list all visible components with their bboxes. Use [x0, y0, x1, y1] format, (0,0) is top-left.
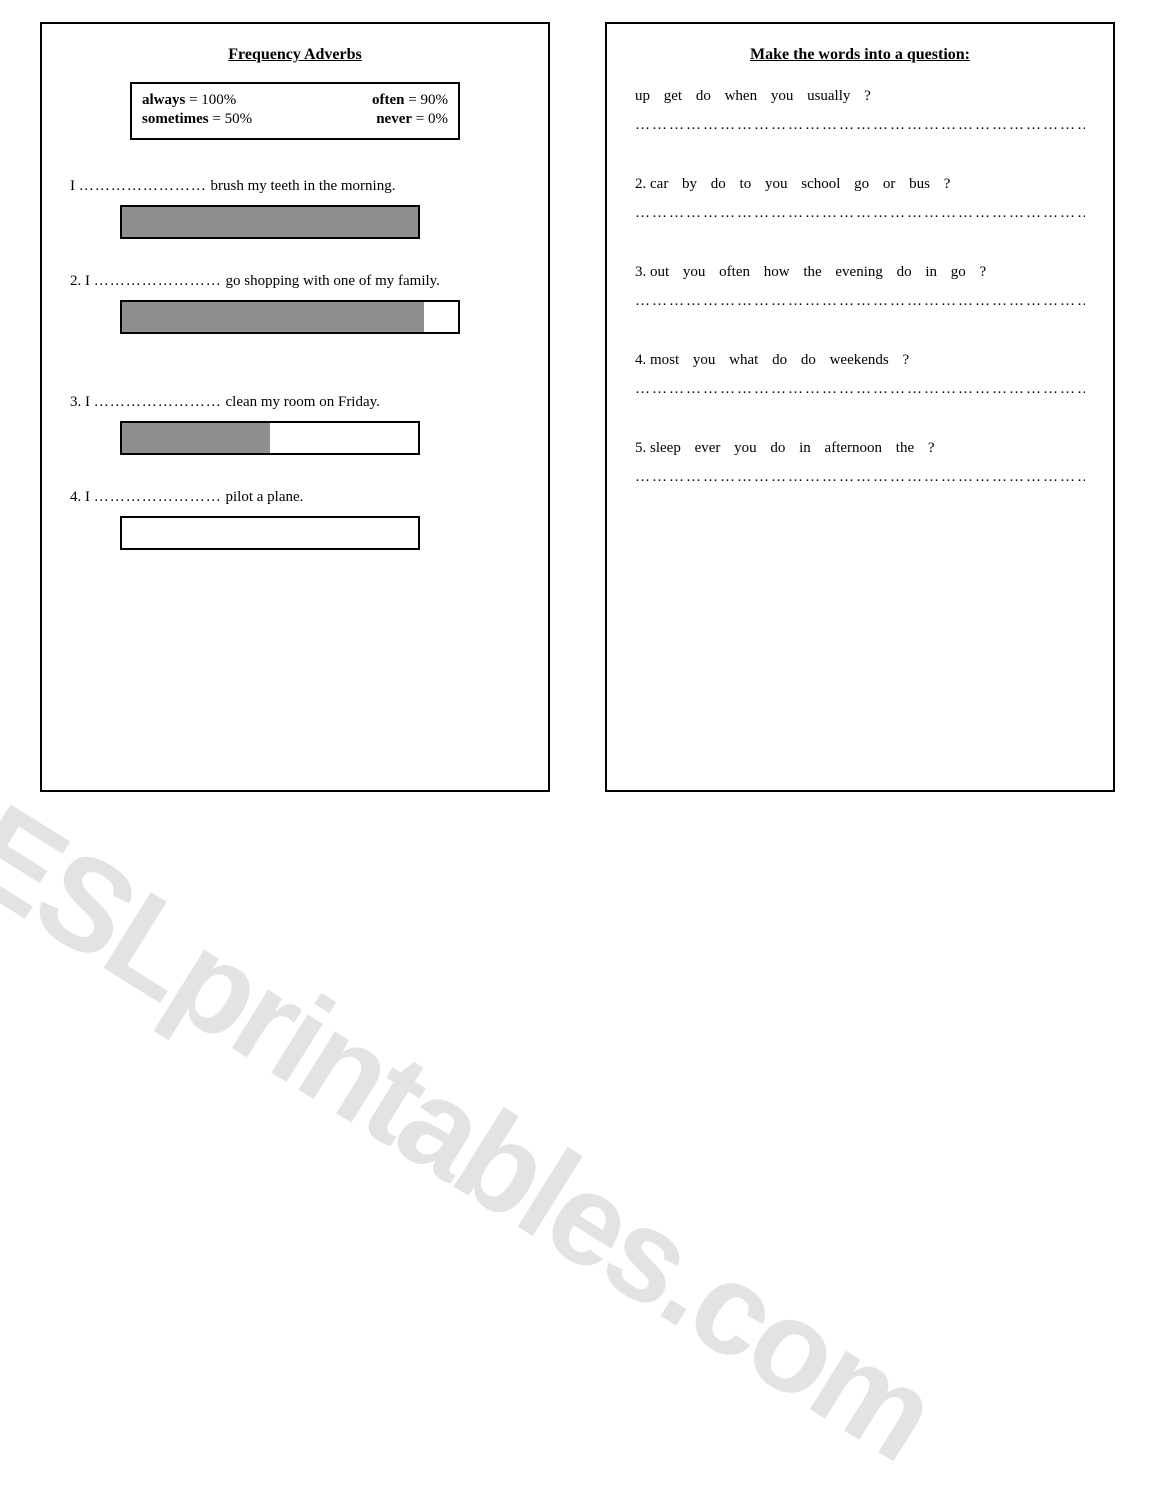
question-words: most you what do do weekends ?	[650, 352, 909, 368]
exercise-item: 2. I …………………… go shopping with one of my…	[70, 273, 520, 334]
question-num: 3.	[635, 264, 650, 280]
legend-always: always = 100%	[142, 92, 236, 109]
answer-line[interactable]: …………………………………………………………………………	[635, 469, 1085, 486]
exercise-pre: I	[85, 273, 94, 289]
question-words: sleep ever you do in afternoon the ?	[650, 440, 935, 456]
exercise-item: I …………………… brush my teeth in the morning…	[70, 178, 520, 239]
frequency-bar-fill	[122, 302, 424, 332]
exercise-blank[interactable]: ……………………	[79, 178, 207, 194]
exercise-item: 4. I …………………… pilot a plane.	[70, 489, 520, 550]
exercise-num: 3.	[70, 394, 85, 410]
legend-sometimes: sometimes = 50%	[142, 111, 252, 128]
legend-never: never = 0%	[376, 111, 448, 128]
exercise-pre: I	[70, 178, 79, 194]
legend-row-1: always = 100% often = 90%	[142, 92, 448, 109]
question-words: car by do to you school go or bus ?	[650, 176, 950, 192]
exercise-sentence: I …………………… brush my teeth in the morning…	[70, 178, 520, 195]
exercise-pre: I	[85, 489, 94, 505]
watermark-text: ESLprintables.com	[0, 774, 960, 1489]
question-num: 2.	[635, 176, 650, 192]
frequency-bar-fill	[122, 423, 270, 453]
question-item: up get do when you usually ?	[635, 86, 1085, 107]
legend-row-2: sometimes = 50% never = 0%	[142, 111, 448, 128]
left-title: Frequency Adverbs	[70, 46, 520, 64]
exercise-item: 3. I …………………… clean my room on Friday.	[70, 394, 520, 455]
question-item: 2. car by do to you school go or bus ?	[635, 174, 1085, 195]
answer-line[interactable]: …………………………………………………………………………	[635, 117, 1085, 134]
right-worksheet-page: Make the words into a question: up get d…	[605, 22, 1115, 792]
question-num: 5.	[635, 440, 650, 456]
exercise-post: pilot a plane.	[222, 489, 304, 505]
legend-box: always = 100% often = 90% sometimes = 50…	[130, 82, 460, 140]
exercise-post: brush my teeth in the morning.	[207, 178, 396, 194]
question-words: up get do when you usually ?	[635, 88, 871, 104]
exercise-blank[interactable]: ……………………	[94, 273, 222, 289]
frequency-bar-fill	[122, 207, 418, 237]
exercise-blank[interactable]: ……………………	[94, 489, 222, 505]
exercise-post: go shopping with one of my family.	[222, 273, 440, 289]
exercise-pre: I	[85, 394, 94, 410]
left-worksheet-page: Frequency Adverbs always = 100% often = …	[40, 22, 550, 792]
exercise-post: clean my room on Friday.	[222, 394, 380, 410]
frequency-bar	[120, 205, 420, 239]
answer-line[interactable]: …………………………………………………………………………	[635, 381, 1085, 398]
question-item: 4. most you what do do weekends ?	[635, 350, 1085, 371]
question-item: 5. sleep ever you do in afternoon the ?	[635, 438, 1085, 459]
exercise-sentence: 2. I …………………… go shopping with one of my…	[70, 273, 520, 290]
frequency-bar	[120, 516, 420, 550]
right-title: Make the words into a question:	[635, 46, 1085, 64]
exercise-sentence: 4. I …………………… pilot a plane.	[70, 489, 520, 506]
frequency-bar	[120, 421, 420, 455]
exercise-num: 2.	[70, 273, 85, 289]
answer-line[interactable]: …………………………………………………………………………	[635, 293, 1085, 310]
exercise-num: 4.	[70, 489, 85, 505]
question-words: out you often how the evening do in go ?	[650, 264, 986, 280]
frequency-bar	[120, 300, 460, 334]
exercise-list: I …………………… brush my teeth in the morning…	[70, 178, 520, 550]
question-num: 4.	[635, 352, 650, 368]
legend-often: often = 90%	[372, 92, 448, 109]
question-list: up get do when you usually ? …………………………………	[635, 86, 1085, 486]
exercise-blank[interactable]: ……………………	[94, 394, 222, 410]
answer-line[interactable]: …………………………………………………………………………	[635, 205, 1085, 222]
question-item: 3. out you often how the evening do in g…	[635, 262, 1085, 283]
exercise-sentence: 3. I …………………… clean my room on Friday.	[70, 394, 520, 411]
